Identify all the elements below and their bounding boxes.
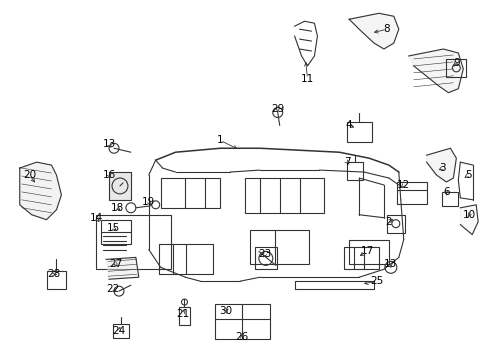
Bar xyxy=(348,239,388,264)
Bar xyxy=(109,172,131,200)
Text: 13: 13 xyxy=(102,139,116,149)
Text: 30: 30 xyxy=(219,306,232,316)
Text: 15: 15 xyxy=(106,222,120,233)
Bar xyxy=(96,215,170,269)
Bar xyxy=(215,304,269,339)
Text: 6: 6 xyxy=(442,187,449,197)
Text: 13: 13 xyxy=(384,259,397,269)
Text: 5: 5 xyxy=(464,170,470,180)
Text: 27: 27 xyxy=(109,259,122,269)
Text: 23: 23 xyxy=(258,249,271,260)
Text: 28: 28 xyxy=(47,269,60,279)
Text: 24: 24 xyxy=(112,326,125,336)
Bar xyxy=(46,271,66,289)
Text: 29: 29 xyxy=(270,104,284,113)
Bar xyxy=(244,178,324,213)
Text: 16: 16 xyxy=(102,170,116,180)
Text: 9: 9 xyxy=(452,58,459,68)
Bar xyxy=(344,247,378,269)
Text: 2: 2 xyxy=(385,217,391,227)
Polygon shape xyxy=(106,257,139,279)
Text: 22: 22 xyxy=(106,284,120,294)
Polygon shape xyxy=(348,13,398,49)
Polygon shape xyxy=(408,49,462,93)
Bar xyxy=(386,215,404,233)
Text: 14: 14 xyxy=(89,213,102,223)
Polygon shape xyxy=(426,148,455,182)
Bar xyxy=(346,162,362,180)
Bar xyxy=(249,230,309,264)
Polygon shape xyxy=(20,162,61,220)
Bar xyxy=(446,59,466,77)
Text: 21: 21 xyxy=(176,309,189,319)
Polygon shape xyxy=(459,205,477,235)
Text: 26: 26 xyxy=(235,332,248,342)
Text: 25: 25 xyxy=(369,276,383,286)
Text: 11: 11 xyxy=(300,74,313,84)
Bar xyxy=(254,247,276,269)
Bar xyxy=(161,178,220,208)
Text: 1: 1 xyxy=(217,135,223,145)
Text: 20: 20 xyxy=(23,170,36,180)
Bar xyxy=(442,192,457,206)
Bar xyxy=(113,324,129,338)
Text: 7: 7 xyxy=(343,157,350,167)
Text: 3: 3 xyxy=(438,163,445,173)
Text: 12: 12 xyxy=(396,180,409,190)
Text: 8: 8 xyxy=(383,24,389,34)
Bar xyxy=(158,244,213,274)
Text: 19: 19 xyxy=(142,197,155,207)
Text: 17: 17 xyxy=(360,247,373,256)
Text: 18: 18 xyxy=(110,203,123,213)
Bar xyxy=(101,220,131,244)
Bar xyxy=(346,122,371,142)
Text: 4: 4 xyxy=(345,121,352,130)
Bar xyxy=(396,182,426,204)
Bar xyxy=(178,307,190,325)
Text: 10: 10 xyxy=(462,210,475,220)
